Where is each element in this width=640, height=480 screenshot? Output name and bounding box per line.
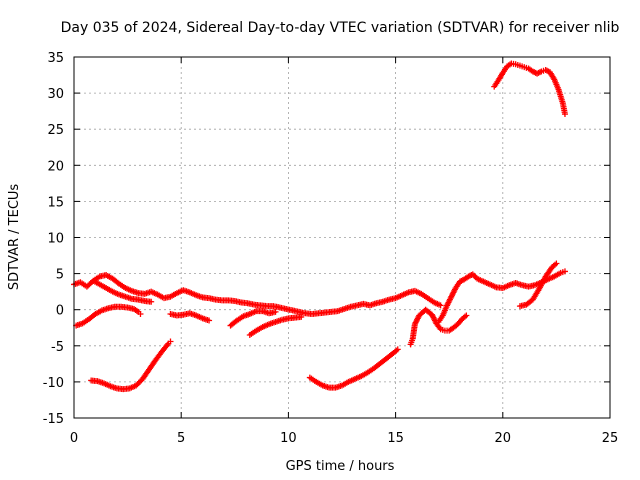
y-tick-label: 10 bbox=[47, 232, 64, 247]
x-tick-label: 5 bbox=[177, 431, 185, 446]
data-point bbox=[298, 313, 305, 320]
series-track-5 bbox=[227, 308, 279, 329]
x-tick-label: 20 bbox=[495, 431, 512, 446]
series-track-12 bbox=[491, 60, 568, 118]
data-point bbox=[164, 341, 171, 348]
data-point bbox=[137, 311, 144, 318]
y-tick-label: 35 bbox=[47, 51, 64, 66]
y-axis-label: SDTVAR / TECUs bbox=[7, 184, 22, 291]
series-track-11 bbox=[516, 260, 560, 310]
x-tick-label: 0 bbox=[70, 431, 78, 446]
series-track-1 bbox=[71, 272, 444, 318]
data-series bbox=[71, 60, 568, 393]
series-track-2 bbox=[90, 277, 155, 305]
y-tick-label: -10 bbox=[43, 376, 64, 391]
y-tick-label: -15 bbox=[43, 412, 64, 427]
chart-title: Day 035 of 2024, Sidereal Day-to-day VTE… bbox=[61, 20, 620, 36]
y-tick-label: 20 bbox=[47, 159, 64, 174]
series-track-4 bbox=[167, 310, 213, 324]
x-tick-label: 15 bbox=[387, 431, 404, 446]
data-point bbox=[561, 268, 568, 275]
data-point bbox=[394, 346, 401, 353]
series-track-8 bbox=[306, 346, 401, 391]
data-point bbox=[553, 260, 560, 267]
data-point bbox=[437, 302, 444, 309]
data-point bbox=[272, 308, 279, 315]
y-axis: -15 -10 -5 0 5 10 15 20 25 30 35 bbox=[43, 51, 610, 427]
data-point bbox=[463, 312, 470, 319]
grid-lines bbox=[74, 57, 610, 418]
data-point bbox=[167, 338, 174, 345]
x-tick-label: 25 bbox=[602, 431, 619, 446]
y-tick-label: -5 bbox=[51, 340, 64, 355]
x-tick-label: 10 bbox=[280, 431, 297, 446]
series-track-10 bbox=[435, 268, 568, 325]
series-track-3 bbox=[73, 303, 144, 329]
y-tick-label: 30 bbox=[47, 87, 64, 102]
y-tick-label: 25 bbox=[47, 123, 64, 138]
data-point bbox=[561, 111, 568, 118]
y-tick-label: 15 bbox=[47, 195, 64, 210]
y-tick-label: 5 bbox=[56, 268, 64, 283]
series-track-9 bbox=[407, 306, 470, 348]
series-track-6 bbox=[246, 313, 305, 338]
data-point bbox=[206, 317, 213, 324]
x-axis: 0 5 10 15 20 25 bbox=[70, 57, 618, 446]
data-point bbox=[471, 272, 478, 279]
x-axis-label: GPS time / hours bbox=[286, 459, 395, 474]
data-point bbox=[536, 69, 543, 76]
y-tick-label: 0 bbox=[56, 304, 64, 319]
data-point bbox=[148, 298, 155, 305]
series-track-7 bbox=[88, 338, 174, 393]
data-point bbox=[544, 67, 551, 74]
